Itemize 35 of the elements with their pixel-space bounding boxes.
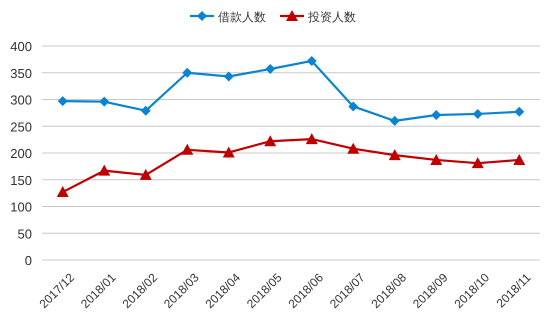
y-tick-label: 50 [18,226,32,242]
point [140,106,151,116]
y-tick-label: 100 [10,200,32,214]
point [430,154,442,165]
legend-label: 借款人数 [218,10,266,24]
point [224,71,234,82]
point [99,96,110,107]
point [265,64,276,74]
y-tick-label: 250 [10,119,32,134]
y-tick-label: 150 [10,172,32,188]
y-tick-label: 350 [10,66,32,81]
point [98,164,110,176]
point [222,146,235,158]
point [56,186,69,198]
y-tick-label: 400 [10,39,32,54]
point [390,116,400,126]
point [182,68,192,78]
point [347,142,360,154]
point [513,154,526,165]
point [264,135,276,146]
point [431,110,442,120]
point [472,157,484,168]
point [514,106,524,117]
point [388,149,401,160]
point [306,133,318,144]
y-tick-label: 0 [24,253,32,268]
point [140,168,152,180]
legend-label: 投资人数 [307,10,356,24]
point [472,108,483,119]
point [348,101,358,112]
point [58,96,68,106]
point [306,56,317,66]
y-tick-label: 300 [10,92,32,108]
y-tick-label: 200 [10,146,32,161]
point [181,144,194,155]
